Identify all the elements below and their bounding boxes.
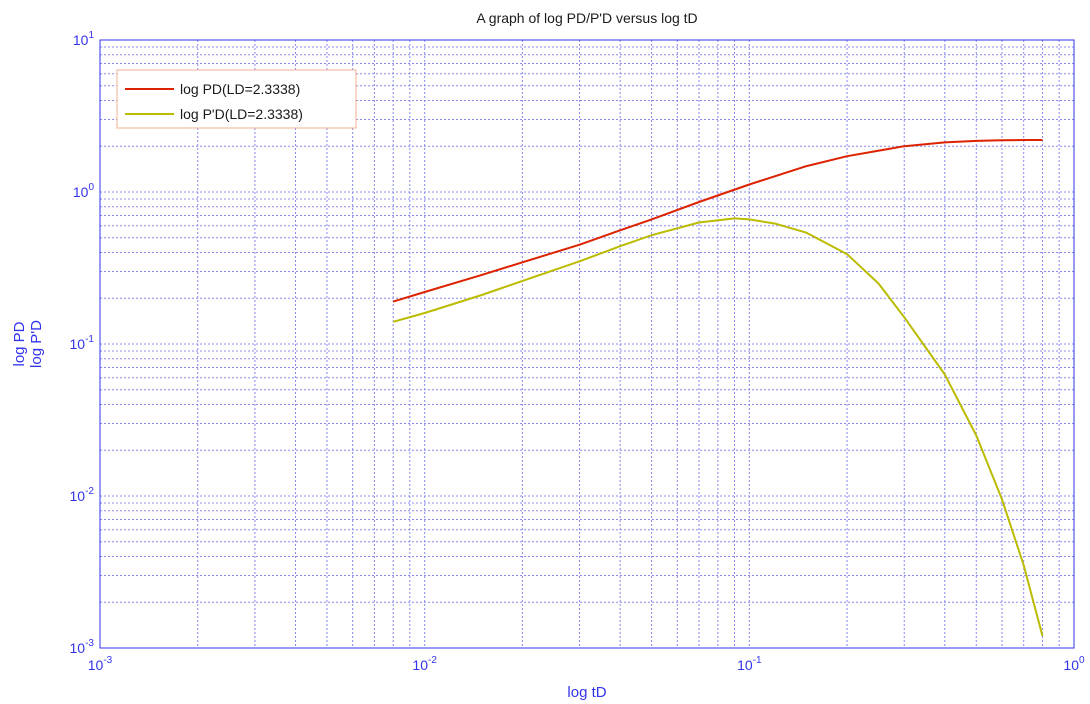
x-tick-label: 10-2 (412, 655, 437, 673)
y-tick-label: 10-1 (70, 334, 95, 352)
legend-label-ppd: log P'D(LD=2.3338) (180, 106, 303, 122)
y-tick-label: 10-2 (70, 486, 95, 504)
y-tick-label: 101 (73, 30, 95, 48)
grid (100, 40, 1074, 648)
y-tick-label: 10-3 (70, 638, 95, 656)
x-axis-label: log tD (567, 684, 606, 701)
series-layer (392, 139, 1044, 637)
y-axis-label-ppd: log P'D (28, 320, 45, 368)
series-line-0 (392, 139, 1043, 303)
series-line-1 (392, 217, 1044, 637)
x-tick-label: 100 (1063, 655, 1085, 673)
x-tick-label: 10-3 (88, 655, 113, 673)
legend: log PD(LD=2.3338) log P'D(LD=2.3338) (116, 69, 357, 129)
plot-frame (99, 39, 1075, 649)
tick-labels: 10-3 10-2 10-1 100 10-3 10-2 10-1 100 101 (70, 30, 1085, 673)
x-tick-label: 10-1 (737, 655, 762, 673)
y-tick-label: 100 (73, 182, 95, 200)
y-axis-label-pd: log PD (11, 321, 28, 366)
legend-label-pd: log PD(LD=2.3338) (180, 81, 300, 97)
legend-box (116, 69, 357, 129)
chart-title: A graph of log PD/P'D versus log tD (476, 10, 697, 26)
